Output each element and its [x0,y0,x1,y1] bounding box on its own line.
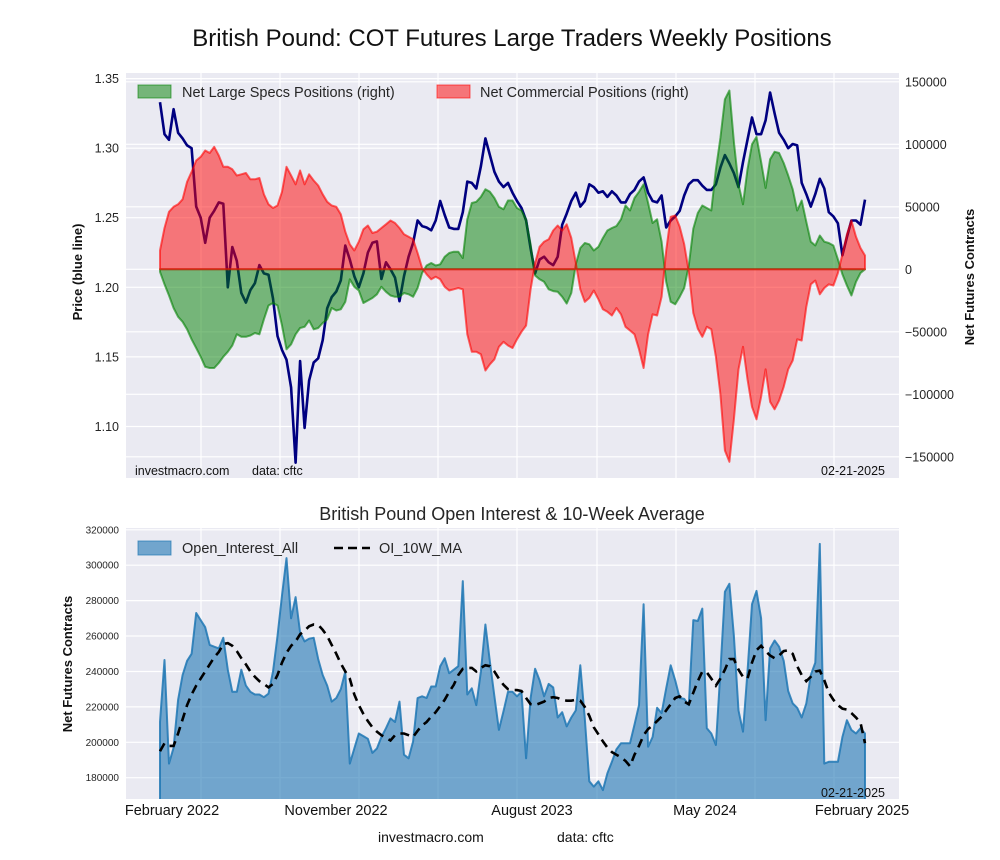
legend-label-specs: Net Large Specs Positions (right) [182,85,395,101]
open-interest-axis-label: Net Futures Contracts [60,596,75,733]
net-contracts-axis: −150000 −100000 −50000 0 50000 100000 150000 [905,75,954,464]
net-contracts-tick-label: 150000 [905,75,947,89]
price-tick-label: 1.20 [95,281,119,295]
watermark-site: investmacro.com [135,464,229,478]
price-tick-label: 1.35 [95,72,119,86]
open-interest-title: British Pound Open Interest & 10-Week Av… [319,504,705,524]
net-contracts-axis-label: Net Futures Contracts [962,209,977,346]
net-commercial-area [159,145,866,463]
last-date-label-bottom: 02-21-2025 [821,786,885,800]
legend-swatch-open-interest [137,540,172,556]
date-tick-label: February 2025 [815,803,909,819]
open-interest-axis: 180000 200000 220000 240000 260000 280000 3000… [86,525,120,784]
price-tick-label: 1.25 [95,211,119,225]
open-interest-tick-label: 220000 [86,702,120,713]
net-contracts-tick-label: −50000 [905,325,947,339]
open-interest-tick-label: 260000 [86,632,120,643]
legend-label-ma: OI_10W_MA [379,541,462,557]
last-date-label-top: 02-21-2025 [821,464,885,478]
net-contracts-tick-label: 100000 [905,138,947,152]
net-contracts-tick-label: 50000 [905,200,940,214]
net-large-specs-area [159,89,866,369]
top-legend: Net Large Specs Positions (right) Net Co… [137,84,689,101]
bottom-legend: Open_Interest_All OI_10W_MA [137,540,462,557]
footer-source: data: cftc [557,829,614,845]
date-tick-label: February 2022 [125,803,219,819]
net-contracts-tick-label: 0 [905,263,912,277]
date-axis: February 2022 November 2022 August 2023 May… [125,803,909,819]
price-axis: 1.10 1.15 1.20 1.25 1.30 1.35 [95,72,119,434]
open-interest-tick-label: 180000 [86,773,120,784]
watermark-source: data: cftc [252,464,303,478]
open-interest-tick-label: 300000 [86,561,120,572]
figure-title: British Pound: COT Futures Large Traders… [192,25,831,52]
price-tick-label: 1.10 [95,420,119,434]
open-interest-chart: 180000 200000 220000 240000 260000 280000 3000… [60,525,909,819]
open-interest-tick-label: 240000 [86,667,120,678]
bottom-series [158,542,867,799]
oi-10w-ma-line [158,623,867,769]
footer-site: investmacro.com [378,829,484,845]
date-tick-label: August 2023 [491,803,572,819]
open-interest-area [159,542,866,799]
legend-label-commercial: Net Commercial Positions (right) [480,85,689,101]
legend-swatch-specs [137,84,172,99]
top-series [158,89,867,464]
net-contracts-tick-label: −150000 [905,450,954,464]
legend-swatch-commercial [436,84,471,99]
price-line [158,91,867,464]
date-tick-label: November 2022 [284,803,387,819]
net-contracts-tick-label: −100000 [905,388,954,402]
price-tick-label: 1.30 [95,142,119,156]
date-tick-label: May 2024 [673,803,737,819]
legend-label-open-interest: Open_Interest_All [182,541,298,557]
price-axis-label: Price (blue line) [70,224,85,321]
open-interest-tick-label: 320000 [86,525,120,536]
open-interest-tick-label: 200000 [86,738,120,749]
open-interest-tick-label: 280000 [86,596,120,607]
price-tick-label: 1.15 [95,350,119,364]
cot-positions-chart: 1.101.151.201.251.301.35 −150000−100000−… [70,72,977,478]
